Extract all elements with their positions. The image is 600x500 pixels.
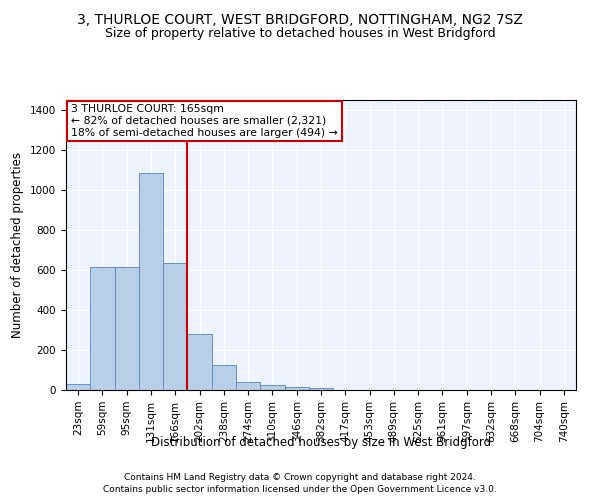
Bar (212, 365, 236, 390)
Bar (139, 173, 163, 390)
Text: Size of property relative to detached houses in West Bridgford: Size of property relative to detached ho… (104, 28, 496, 40)
Bar (284, 387, 309, 390)
Text: Distribution of detached houses by size in West Bridgford: Distribution of detached houses by size … (151, 436, 491, 449)
Text: 3 THURLOE COURT: 165sqm
← 82% of detached houses are smaller (2,321)
18% of semi: 3 THURLOE COURT: 165sqm ← 82% of detache… (71, 104, 338, 138)
Bar (236, 382, 260, 390)
Bar (66, 384, 90, 390)
Bar (187, 334, 212, 390)
Y-axis label: Number of detached properties: Number of detached properties (11, 152, 25, 338)
Bar (309, 388, 333, 390)
Text: Contains HM Land Registry data © Crown copyright and database right 2024.: Contains HM Land Registry data © Crown c… (124, 473, 476, 482)
Bar (163, 263, 187, 390)
Bar (260, 385, 284, 390)
Text: 3, THURLOE COURT, WEST BRIDGFORD, NOTTINGHAM, NG2 7SZ: 3, THURLOE COURT, WEST BRIDGFORD, NOTTIN… (77, 12, 523, 26)
Bar (90, 267, 115, 390)
Text: Contains public sector information licensed under the Open Government Licence v3: Contains public sector information licen… (103, 484, 497, 494)
Bar (115, 267, 139, 390)
